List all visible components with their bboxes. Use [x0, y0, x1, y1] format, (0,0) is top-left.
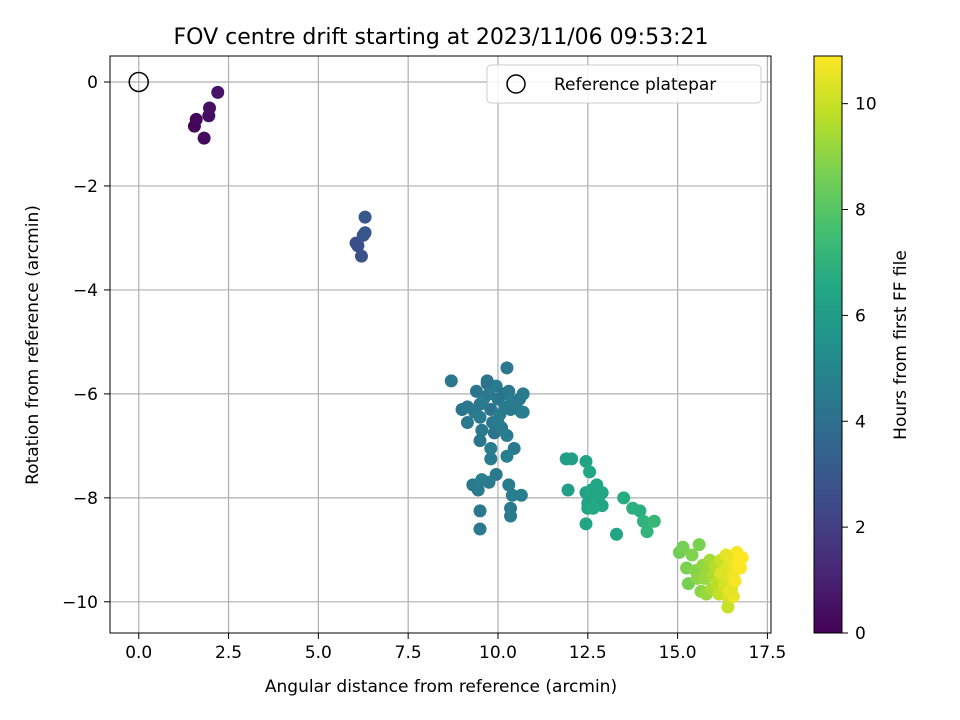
colorbar-tick-label: 8: [855, 201, 866, 221]
colorbar-tick-label: 6: [855, 306, 866, 326]
data-point: [351, 239, 365, 253]
legend-entry-reference: Reference platepar: [554, 75, 716, 95]
data-point: [586, 501, 600, 515]
data-point: [189, 112, 203, 126]
data-point: [647, 514, 661, 528]
legend-box: [486, 64, 762, 104]
data-point: [636, 514, 650, 528]
data-point: [565, 452, 579, 466]
scatter-points: [187, 85, 749, 614]
legend: Reference platepar: [486, 64, 762, 104]
data-point: [640, 525, 654, 539]
y-tick-label: −6: [73, 385, 98, 405]
colorbar: 0 2 4 6 8 10 Hours from first FF file: [813, 55, 911, 644]
y-tick-label: 0: [87, 73, 98, 93]
grid-lines: [110, 56, 771, 633]
data-point: [676, 540, 690, 554]
data-point: [482, 475, 496, 489]
data-point: [583, 465, 597, 479]
reference-point: [128, 71, 149, 93]
y-tick-label: −8: [73, 489, 98, 509]
data-point: [579, 454, 593, 468]
colorbar-tick-label: 4: [855, 412, 866, 432]
x-tick-label: 2.5: [215, 643, 242, 663]
data-point: [502, 478, 516, 492]
reference-marker: [128, 71, 149, 93]
x-axis-label: Angular distance from reference (arcmin): [265, 677, 617, 697]
data-point: [579, 517, 593, 531]
chart-title: FOV centre drift starting at 2023/11/06 …: [174, 25, 709, 50]
data-point: [719, 548, 733, 562]
data-point: [610, 527, 624, 541]
x-tick-label: 7.5: [395, 643, 422, 663]
data-point: [617, 491, 631, 505]
colorbar-label: Hours from first FF file: [891, 250, 911, 440]
data-point: [444, 374, 458, 388]
y-axis-ticks: 0 −2 −4 −6 −8 −10: [62, 73, 110, 613]
data-point: [475, 423, 489, 437]
data-point: [358, 226, 372, 240]
data-point: [473, 504, 487, 518]
x-tick-label: 10.0: [479, 643, 517, 663]
data-point: [500, 428, 514, 442]
data-point: [473, 522, 487, 536]
data-point: [733, 561, 747, 575]
data-point: [505, 488, 519, 502]
colorbar-gradient: [813, 55, 843, 634]
data-point: [728, 574, 742, 588]
data-point: [685, 548, 699, 562]
data-point: [514, 488, 528, 502]
data-point: [491, 415, 505, 429]
x-tick-label: 12.5: [569, 643, 607, 663]
data-point: [358, 210, 372, 224]
data-point: [502, 384, 516, 398]
data-point: [460, 415, 474, 429]
data-point: [516, 387, 530, 401]
colorbar-ticks: 0 2 4 6 8 10: [842, 95, 877, 644]
data-point: [692, 538, 706, 552]
data-point: [500, 449, 514, 463]
data-point: [197, 131, 211, 145]
data-point: [473, 434, 487, 448]
data-point: [504, 509, 518, 523]
legend-marker-reference: [506, 74, 526, 94]
data-point: [714, 566, 728, 580]
data-point: [561, 483, 575, 497]
x-tick-label: 17.5: [748, 643, 786, 663]
data-point: [354, 249, 368, 263]
colorbar-tick-label: 0: [855, 624, 866, 644]
data-point: [500, 361, 514, 375]
data-point: [590, 478, 604, 492]
data-point: [721, 600, 735, 614]
plot-area: [109, 55, 772, 634]
x-tick-label: 0.0: [125, 643, 152, 663]
data-point: [473, 410, 487, 424]
colorbar-tick-label: 2: [855, 518, 866, 538]
data-point: [723, 584, 737, 598]
y-tick-label: −4: [73, 281, 98, 301]
data-point: [484, 441, 498, 455]
data-point: [633, 504, 647, 518]
data-point: [480, 374, 494, 388]
y-axis-label: Rotation from reference (arcmin): [23, 205, 43, 485]
x-tick-label: 5.0: [305, 643, 332, 663]
data-point: [735, 551, 749, 565]
y-tick-label: −10: [62, 593, 98, 613]
y-tick-label: −2: [73, 177, 98, 197]
x-tick-label: 15.0: [659, 643, 697, 663]
data-point: [516, 405, 530, 419]
data-point: [484, 452, 498, 466]
data-point: [203, 101, 217, 115]
data-point: [211, 85, 225, 99]
data-point: [471, 483, 485, 497]
x-axis-ticks: 0.0 2.5 5.0 7.5 10.0 12.5 15.0 17.5: [125, 633, 786, 663]
colorbar-tick-label: 10: [855, 95, 877, 115]
